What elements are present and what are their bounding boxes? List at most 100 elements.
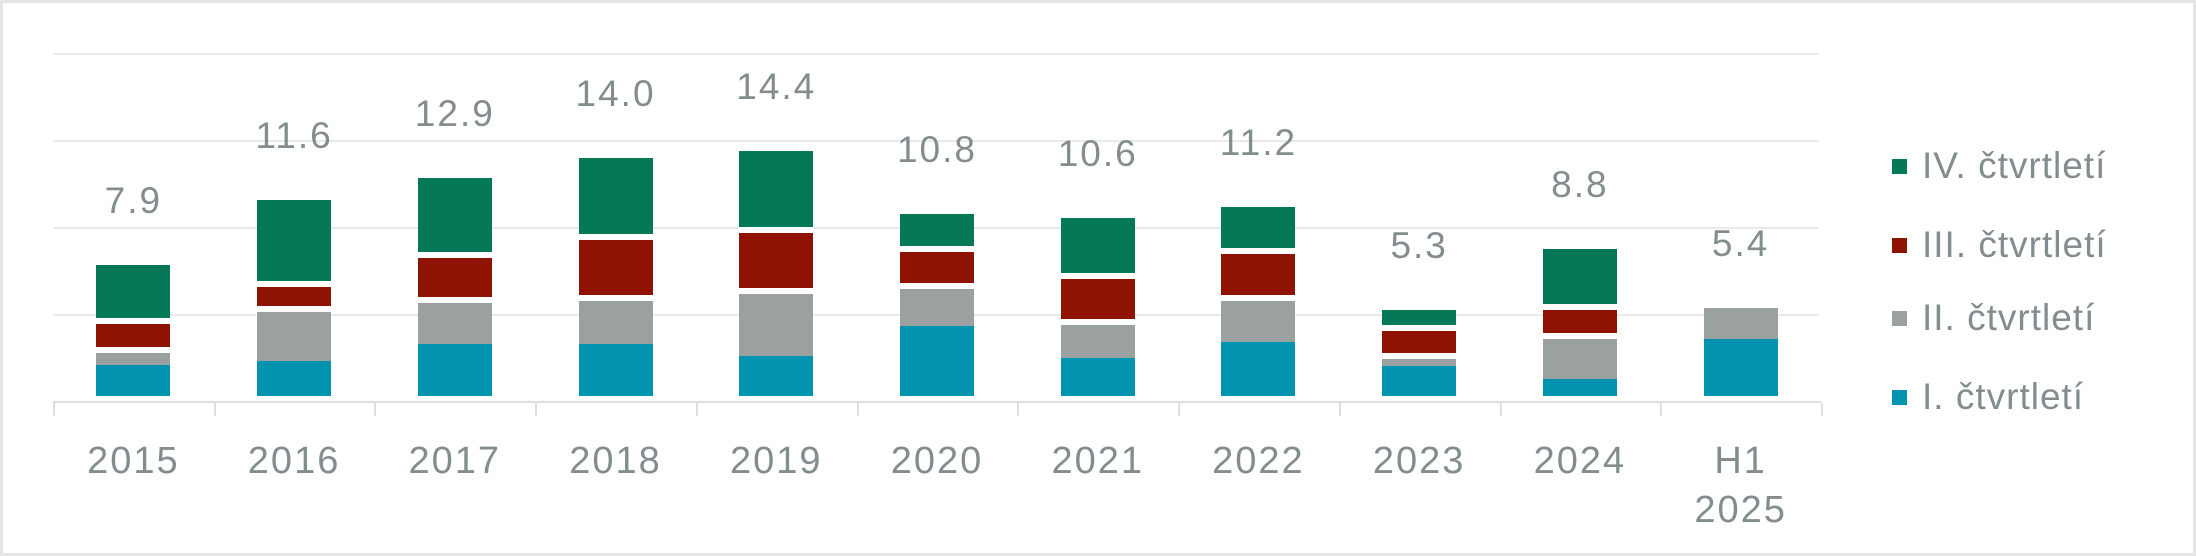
- axis-tick: [1821, 403, 1823, 416]
- bar-2023-segment-q1[interactable]: [1382, 366, 1457, 396]
- bar-2020: [899, 208, 974, 396]
- x-axis-label-2020: 2020: [890, 440, 984, 482]
- bar-2024-segment-q2[interactable]: [1542, 333, 1617, 379]
- bar-2022-segment-q4[interactable]: [1221, 201, 1296, 249]
- bar-2015-segment-q3[interactable]: [96, 317, 171, 348]
- bar-2017-segment-q1[interactable]: [417, 343, 492, 396]
- bar-2021-segment-q1[interactable]: [1060, 357, 1135, 396]
- bar-2019-segment-q1[interactable]: [739, 355, 814, 396]
- bar-2023-segment-q2[interactable]: [1382, 352, 1457, 367]
- bar-2019-segment-q2[interactable]: [739, 288, 814, 356]
- bar-2022-segment-q2[interactable]: [1221, 295, 1296, 343]
- legend-item-q4[interactable]: IV. čtvrtletí: [1892, 144, 2106, 188]
- x-axis-label-2018: 2018: [569, 440, 662, 482]
- legend-label-q3: III. čtvrtletí: [1922, 224, 2107, 265]
- axis-tick: [214, 403, 216, 416]
- bar-2015: [96, 258, 171, 396]
- axis-tick: [374, 403, 376, 416]
- axis-tick: [1178, 403, 1180, 416]
- x-axis-label-h1-2025: H1 2025: [1694, 440, 1787, 532]
- bar-2020-segment-q2[interactable]: [899, 282, 974, 327]
- x-axis-label-2022: 2022: [1212, 440, 1305, 482]
- x-axis-label-2015: 2015: [87, 440, 180, 482]
- legend-label-q1: I. čtvrtletí: [1922, 376, 2085, 417]
- axis-tick: [1017, 403, 1019, 416]
- bar-2019-segment-q3[interactable]: [739, 227, 814, 289]
- bar-2024-segment-q4[interactable]: [1542, 242, 1617, 304]
- bar-h1-2025-segment-q1[interactable]: [1703, 338, 1778, 396]
- bar-2018-segment-q4[interactable]: [578, 152, 653, 235]
- bar-2020-segment-q1[interactable]: [899, 326, 974, 396]
- bar-2017-segment-q3[interactable]: [417, 251, 492, 297]
- axis-tick: [1339, 403, 1341, 416]
- bar-2022-segment-q1[interactable]: [1221, 342, 1296, 396]
- gridline: [53, 140, 1819, 142]
- bar-2017-segment-q2[interactable]: [417, 296, 492, 344]
- bar-total-label-2023: 5.3: [1390, 224, 1448, 266]
- legend-item-q1[interactable]: I. čtvrtletí: [1892, 375, 2084, 419]
- bar-2015-segment-q1[interactable]: [96, 364, 171, 396]
- plot-area: 7.9 2015 11.6 2016 12.9 2017 14.0 2018 14.4 2019 1…: [3, 3, 2193, 553]
- bar-2022-segment-q3[interactable]: [1221, 248, 1296, 296]
- x-axis-line: [53, 401, 1821, 403]
- axis-tick: [1660, 403, 1662, 416]
- x-axis-label-2024: 2024: [1533, 440, 1627, 482]
- bar-2024-segment-q1[interactable]: [1542, 378, 1617, 396]
- axis-tick: [535, 403, 537, 416]
- bar-2022: [1221, 201, 1296, 396]
- bar-2021-segment-q2[interactable]: [1060, 319, 1135, 358]
- bar-2019: [739, 145, 814, 396]
- gridline: [53, 53, 1819, 55]
- bar-total-label-2016: 11.6: [255, 115, 333, 157]
- bar-2023-segment-q4[interactable]: [1382, 303, 1457, 325]
- x-axis-label-2023: 2023: [1372, 440, 1466, 482]
- bar-2016-segment-q1[interactable]: [257, 361, 332, 396]
- bar-2018-segment-q3[interactable]: [578, 234, 653, 296]
- bar-2018: [578, 152, 653, 396]
- bar-total-label-2024: 8.8: [1551, 163, 1609, 205]
- x-axis-label-2017: 2017: [408, 440, 502, 482]
- bar-total-label-2021: 10.6: [1057, 132, 1138, 174]
- axis-tick: [53, 403, 55, 416]
- legend-item-q3[interactable]: III. čtvrtletí: [1892, 223, 2107, 267]
- bar-2021-segment-q3[interactable]: [1060, 272, 1135, 320]
- bar-2018-segment-q2[interactable]: [578, 295, 653, 344]
- legend-color-swatch-q2: [1892, 310, 1907, 326]
- legend-label-q2: II. čtvrtletí: [1922, 297, 2096, 338]
- bar-2017-segment-q4[interactable]: [417, 171, 492, 252]
- axis-tick: [1500, 403, 1502, 416]
- bar-total-label-h1-2025: 5.4: [1711, 223, 1770, 265]
- bar-2016-segment-q4[interactable]: [257, 194, 332, 282]
- x-axis-label-2016: 2016: [247, 440, 341, 482]
- bar-h1-2025-segment-q2[interactable]: [1703, 302, 1778, 339]
- bar-total-label-2018: 14.0: [575, 73, 656, 115]
- x-axis-label-2021: 2021: [1051, 440, 1144, 482]
- x-axis-label-2019: 2019: [729, 440, 823, 482]
- bar-h1-2025: [1703, 302, 1778, 396]
- bar-2015-segment-q2[interactable]: [96, 347, 171, 365]
- bar-2017: [417, 171, 492, 396]
- bar-total-label-2017: 12.9: [414, 92, 495, 134]
- legend-color-swatch-q1: [1892, 389, 1907, 405]
- legend-color-swatch-q4: [1892, 158, 1907, 174]
- bar-total-label-2019: 14.4: [736, 66, 817, 108]
- legend-item-q2[interactable]: II. čtvrtletí: [1892, 296, 2095, 340]
- bar-2021-segment-q4[interactable]: [1060, 211, 1135, 273]
- bar-2020-segment-q3[interactable]: [899, 246, 974, 283]
- bar-2023: [1382, 303, 1457, 396]
- bar-2020-segment-q4[interactable]: [899, 208, 974, 247]
- bar-2024-segment-q3[interactable]: [1542, 303, 1617, 334]
- axis-tick: [696, 403, 698, 416]
- bar-total-label-2015: 7.9: [104, 179, 163, 221]
- bar-2024: [1542, 242, 1617, 396]
- bar-2015-segment-q4[interactable]: [96, 258, 171, 318]
- bar-2018-segment-q1[interactable]: [578, 343, 653, 396]
- legend-label-q4: IV. čtvrtletí: [1922, 145, 2107, 186]
- bar-total-label-2022: 11.2: [1219, 122, 1298, 164]
- bar-2016-segment-q3[interactable]: [257, 281, 332, 306]
- bar-2023-segment-q3[interactable]: [1382, 324, 1457, 353]
- bar-2021: [1060, 211, 1135, 396]
- bar-2019-segment-q4[interactable]: [739, 145, 814, 228]
- bar-2016-segment-q2[interactable]: [257, 305, 332, 362]
